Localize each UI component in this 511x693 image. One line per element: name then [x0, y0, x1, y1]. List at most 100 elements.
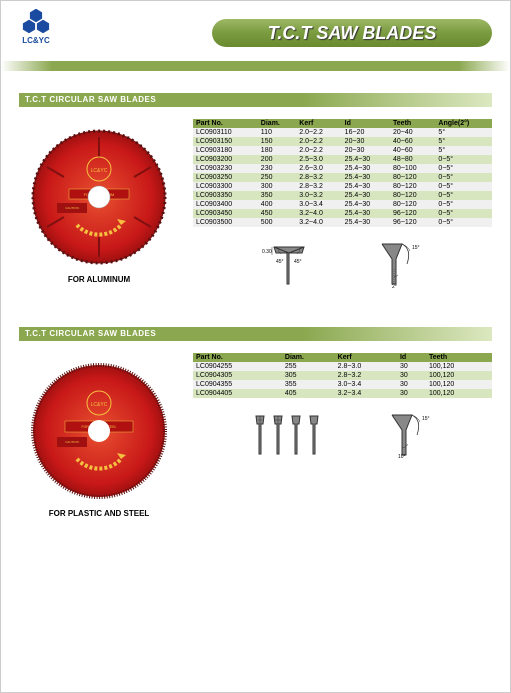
- table-cell: 2.6~3.0: [296, 164, 341, 173]
- saw-blade-plastic-steel-image: LC&YC FOR PLASTIC/STEEL CAUTION: [29, 361, 169, 501]
- table-cell: 3.2~4.0: [296, 218, 341, 227]
- col-header: Teeth: [390, 119, 435, 128]
- page-title: T.C.T SAW BLADES: [268, 23, 437, 44]
- table-cell: 80~120: [390, 173, 435, 182]
- section-aluminum: T.C.T CIRCULAR SAW BLADES: [1, 93, 510, 289]
- table-cell: 2.0~2.2: [296, 146, 341, 155]
- tooth-diagrams: 45° 45° 0.30 15° 2°: [193, 239, 492, 289]
- table-cell: 25.4~30: [342, 191, 390, 200]
- table-cell: 40~60: [390, 146, 435, 155]
- table-cell: 0~5°: [435, 173, 492, 182]
- section-title: T.C.T CIRCULAR SAW BLADES: [19, 93, 492, 107]
- table-cell: LC0904405: [193, 389, 282, 398]
- table-row: LC09044054053.2~3.430100,120: [193, 389, 492, 398]
- table-cell: 400: [258, 200, 296, 209]
- table-row: LC09032002002.5~3.025.4~3048~800~5°: [193, 155, 492, 164]
- table-cell: LC0903250: [193, 173, 258, 182]
- table-cell: 80~120: [390, 200, 435, 209]
- table-cell: LC0904255: [193, 362, 282, 371]
- label-2: 2°: [392, 284, 397, 289]
- table-row: LC09033003002.8~3.225.4~3080~1200~5°: [193, 182, 492, 191]
- table-cell: 305: [282, 371, 335, 380]
- saw-blade-aluminum-image: LC&YC FOR ALUMINUM CAUTION: [29, 127, 169, 267]
- table-cell: 20~30: [342, 137, 390, 146]
- table-cell: 405: [282, 389, 335, 398]
- table-cell: LC0903110: [193, 128, 258, 137]
- table-cell: 355: [282, 380, 335, 389]
- table-cell: 96~120: [390, 218, 435, 227]
- table-cell: 0~5°: [435, 209, 492, 218]
- table-cell: 80~120: [390, 182, 435, 191]
- table-cell: 30: [397, 362, 426, 371]
- table-cell: 96~120: [390, 209, 435, 218]
- table-cell: 48~80: [390, 155, 435, 164]
- col-header: Part No.: [193, 353, 282, 362]
- blade-caption: FOR PLASTIC AND STEEL: [49, 509, 150, 518]
- divider-bar: [1, 61, 510, 71]
- section-plastic-steel: T.C.T CIRCULAR SAW BLADES LC&YC FOR PLAS…: [1, 327, 510, 518]
- table-cell: 25.4~30: [342, 200, 390, 209]
- table-cell: 300: [258, 182, 296, 191]
- table-cell: 0~5°: [435, 182, 492, 191]
- table-cell: 150: [258, 137, 296, 146]
- table-cell: 100,120: [426, 371, 492, 380]
- label-45: 45°: [276, 259, 284, 265]
- col-header: Diam.: [282, 353, 335, 362]
- table-cell: 3.2~4.0: [296, 209, 341, 218]
- table-cell: 5°: [435, 137, 492, 146]
- table-cell: 350: [258, 191, 296, 200]
- table-cell: 2.0~2.2: [296, 137, 341, 146]
- table-cell: 100,120: [426, 389, 492, 398]
- table-cell: 25.4~30: [342, 155, 390, 164]
- label-15: 15°: [412, 245, 420, 251]
- svg-text:LC&YC: LC&YC: [91, 402, 108, 408]
- table-cell: 20~40: [390, 128, 435, 137]
- table-cell: 0~5°: [435, 200, 492, 209]
- col-header: Id: [342, 119, 390, 128]
- table-row: LC09031501502.0~2.220~3040~605°: [193, 137, 492, 146]
- table-cell: 25.4~30: [342, 173, 390, 182]
- title-banner: T.C.T SAW BLADES: [212, 19, 492, 47]
- tooth-diagram-4: 15° 10°: [362, 410, 452, 460]
- table-cell: LC0904305: [193, 371, 282, 380]
- table-cell: LC0903500: [193, 218, 258, 227]
- section-title: T.C.T CIRCULAR SAW BLADES: [19, 327, 492, 341]
- table-row: LC09043053052.8~3.230100,120: [193, 371, 492, 380]
- table-row: LC09043553553.0~3.430100,120: [193, 380, 492, 389]
- svg-text:CAUTION: CAUTION: [65, 440, 79, 444]
- table-cell: 2.8~3.2: [296, 173, 341, 182]
- col-header: Kerf: [335, 353, 397, 362]
- table-cell: 2.8~3.0: [335, 362, 397, 371]
- table-row: LC09031801802.0~2.220~3040~605°: [193, 146, 492, 155]
- table-row: LC09032302302.6~3.025.4~3080~1000~5°: [193, 164, 492, 173]
- label-45b: 45°: [294, 259, 302, 265]
- table-cell: 500: [258, 218, 296, 227]
- table-cell: 25.4~30: [342, 218, 390, 227]
- table-cell: 40~60: [390, 137, 435, 146]
- blade-caption: FOR ALUMINUM: [68, 275, 130, 284]
- table-cell: 3.0~3.2: [296, 191, 341, 200]
- tooth-diagram-2: 15° 2°: [352, 239, 442, 289]
- table-cell: 250: [258, 173, 296, 182]
- table-cell: LC0903400: [193, 200, 258, 209]
- table-cell: 30: [397, 389, 426, 398]
- label-10: 10°: [398, 454, 406, 460]
- table-cell: 0~5°: [435, 164, 492, 173]
- table-cell: 30: [397, 371, 426, 380]
- table-cell: LC0903230: [193, 164, 258, 173]
- table-cell: 180: [258, 146, 296, 155]
- table-row: LC09032502502.8~3.225.4~3080~1200~5°: [193, 173, 492, 182]
- table-cell: 0~5°: [435, 155, 492, 164]
- tooth-diagram-3: [234, 410, 344, 460]
- table-cell: 3.0~3.4: [335, 380, 397, 389]
- table-cell: 450: [258, 209, 296, 218]
- table-cell: 110: [258, 128, 296, 137]
- table-cell: LC0903350: [193, 191, 258, 200]
- table-cell: 25.4~30: [342, 182, 390, 191]
- table-row: LC09031101102.0~2.216~2020~405°: [193, 128, 492, 137]
- table-cell: 230: [258, 164, 296, 173]
- table-row: LC09034504503.2~4.025.4~3096~1200~5°: [193, 209, 492, 218]
- table-cell: 2.8~3.2: [296, 182, 341, 191]
- table-row: LC09034004003.0~3.425.4~3080~1200~5°: [193, 200, 492, 209]
- table-cell: 80~120: [390, 191, 435, 200]
